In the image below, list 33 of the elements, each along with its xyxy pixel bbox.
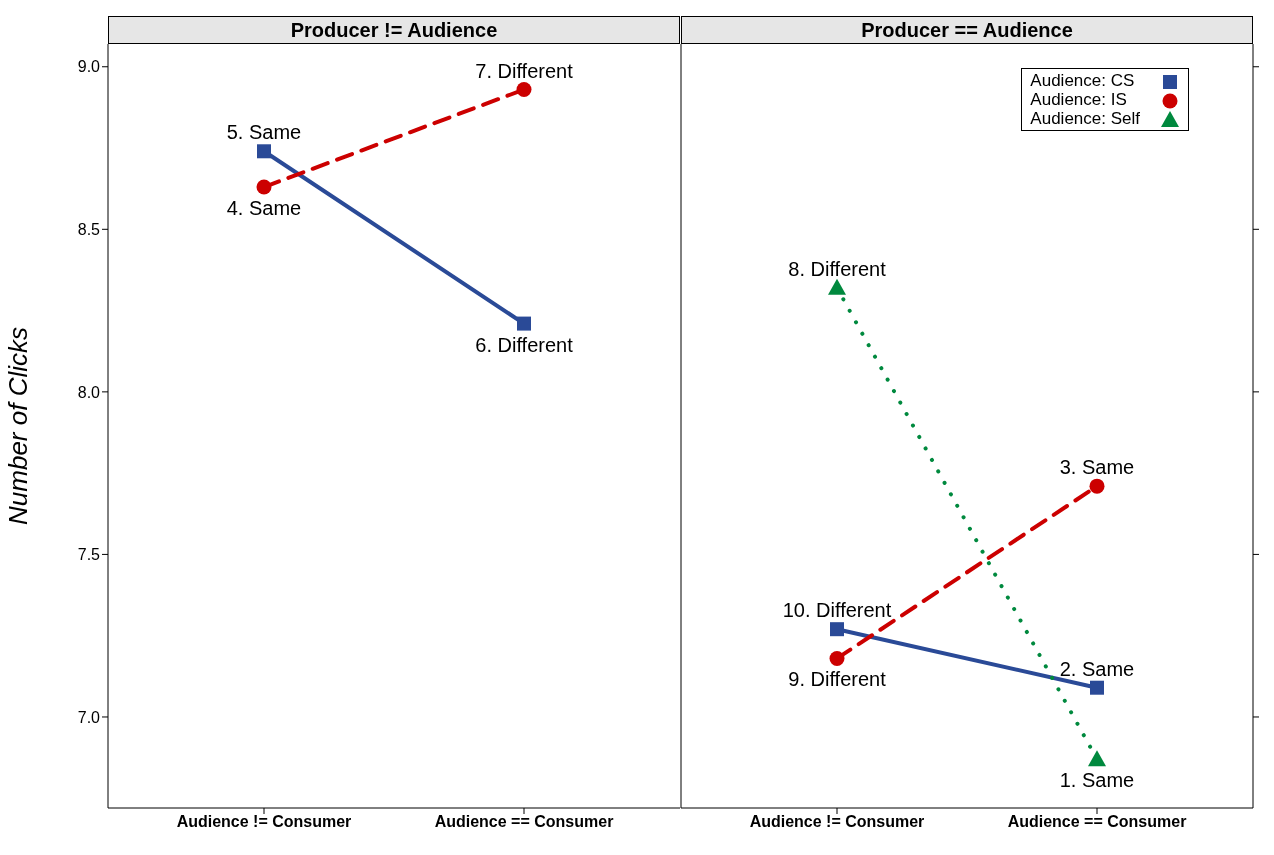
x-tick-label: Audience == Consumer xyxy=(1007,813,1187,831)
x-tick-label: Audience != Consumer xyxy=(749,813,925,831)
point xyxy=(830,622,844,637)
annotation: 4. Same xyxy=(226,197,302,220)
point xyxy=(1090,680,1104,695)
y-tick-label: 7.5 xyxy=(77,546,101,564)
x-tick-label: Audience == Consumer xyxy=(434,813,614,831)
annotation: 9. Different xyxy=(788,668,887,691)
annotation: 6. Different xyxy=(475,333,574,356)
annotation: 3. Same xyxy=(1059,456,1135,479)
annotation: 10. Different xyxy=(782,599,892,622)
annotation: 5. Same xyxy=(226,121,302,144)
annotation: 2. Same xyxy=(1059,657,1135,680)
y-tick-label: 7.0 xyxy=(77,708,101,726)
point xyxy=(516,82,532,98)
annotation: 1. Same xyxy=(1059,769,1135,792)
point xyxy=(257,144,271,159)
point xyxy=(829,650,845,666)
legend-label: Audience: CS xyxy=(1030,70,1135,91)
annotation: 8. Different xyxy=(788,257,887,280)
point xyxy=(256,179,272,195)
legend-label: Audience: IS xyxy=(1030,89,1127,110)
point xyxy=(517,316,531,331)
annotation: 7. Different xyxy=(475,59,574,82)
y-tick-label: 8.5 xyxy=(77,220,101,238)
point xyxy=(1089,478,1105,494)
chart-title: Producer != Audience xyxy=(108,16,680,44)
legend-label: Audience: Self xyxy=(1030,108,1140,129)
chart-title: Producer == Audience xyxy=(681,16,1253,44)
y-axis-title: Number of Clicks xyxy=(3,327,34,525)
x-tick-label: Audience != Consumer xyxy=(176,813,352,831)
y-tick-label: 9.0 xyxy=(77,58,101,76)
y-tick-label: 8.0 xyxy=(77,383,101,401)
